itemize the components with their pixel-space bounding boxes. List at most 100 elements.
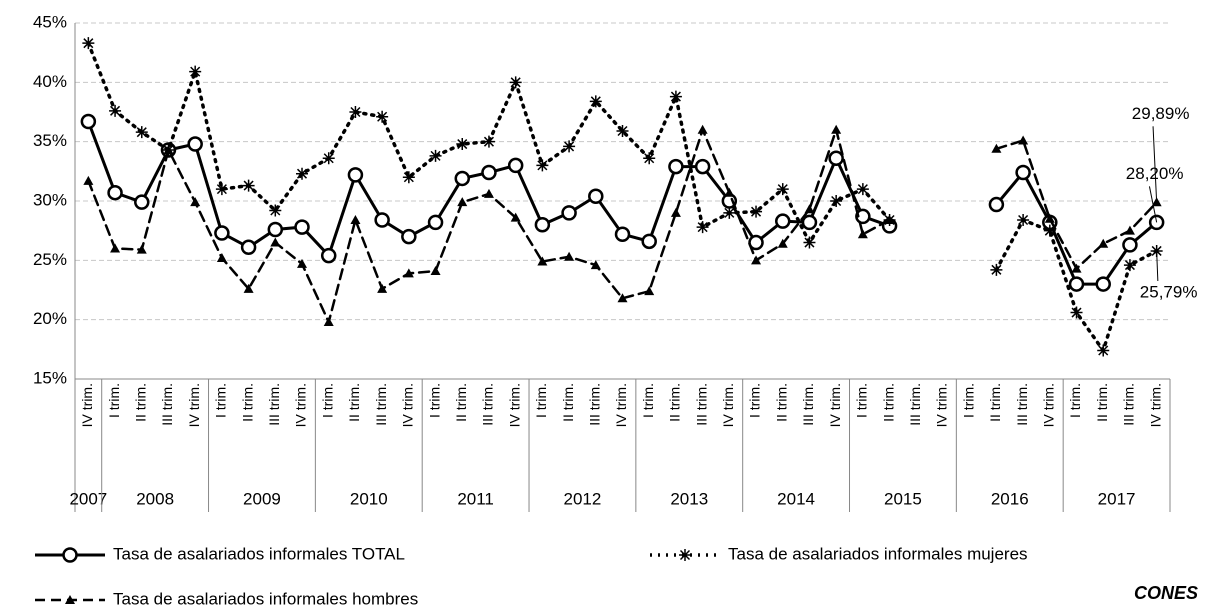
marker (187, 136, 203, 152)
x-tick-label: IV trim. (400, 383, 416, 427)
x-tick-label: II trim. (346, 383, 362, 422)
marker (564, 251, 575, 261)
marker (990, 263, 1003, 276)
x-tick-label: III trim. (159, 383, 175, 426)
marker (457, 197, 468, 207)
marker (294, 219, 310, 235)
marker (510, 212, 521, 222)
year-label: 2016 (991, 489, 1029, 508)
marker (669, 90, 682, 103)
year-label: 2010 (350, 489, 388, 508)
marker (1070, 306, 1083, 319)
x-tick-label: III trim. (480, 383, 496, 426)
marker (1071, 263, 1082, 273)
marker (243, 283, 254, 293)
marker (214, 225, 230, 241)
x-tick-label: II trim. (453, 383, 469, 422)
x-tick-label: III trim. (266, 383, 282, 426)
marker (988, 196, 1005, 213)
x-tick-label: IV trim. (934, 383, 950, 427)
legend-marker (679, 549, 691, 561)
marker (403, 268, 414, 278)
marker (884, 214, 895, 224)
y-tick-label: 15% (33, 368, 67, 387)
marker (1097, 344, 1110, 357)
marker (750, 205, 763, 218)
legend-marker (65, 595, 75, 604)
marker (377, 283, 388, 293)
marker (135, 126, 148, 139)
source: CONES (1134, 583, 1198, 603)
marker (429, 149, 442, 162)
marker (456, 138, 469, 151)
marker (991, 143, 1002, 153)
marker (297, 258, 308, 268)
x-tick-label: I trim. (319, 383, 335, 418)
marker (482, 135, 495, 148)
x-tick-label: I trim. (854, 383, 870, 418)
marker (643, 152, 656, 165)
marker (536, 159, 549, 172)
y-tick-label: 40% (33, 72, 67, 91)
marker (804, 204, 815, 214)
marker (855, 208, 871, 225)
marker (857, 229, 868, 239)
marker (801, 214, 818, 231)
marker (777, 238, 788, 248)
marker (751, 255, 762, 265)
year-label: 2011 (457, 489, 494, 508)
marker (1018, 135, 1029, 145)
marker (617, 293, 628, 303)
marker (509, 76, 522, 89)
marker (350, 214, 361, 224)
y-tick-label: 35% (33, 131, 67, 150)
marker (110, 243, 121, 253)
marker (322, 152, 335, 165)
marker (589, 95, 602, 108)
marker (831, 124, 842, 134)
x-tick-label: III trim. (1121, 383, 1137, 426)
marker (242, 179, 255, 192)
marker (697, 124, 708, 134)
x-tick-label: II trim. (667, 383, 683, 422)
marker (563, 140, 576, 153)
marker (588, 188, 604, 205)
marker (670, 207, 681, 217)
marker (80, 113, 97, 130)
marker (376, 110, 389, 123)
marker (724, 187, 735, 197)
x-tick-label: IV trim. (79, 383, 95, 427)
y-tick-label: 20% (33, 309, 67, 328)
leader-line (1152, 126, 1158, 203)
year-label: 2012 (564, 489, 602, 508)
series-line (87, 125, 891, 326)
marker (402, 171, 415, 184)
year-label: 2014 (777, 489, 815, 508)
marker (323, 317, 334, 327)
marker (534, 216, 551, 233)
marker (269, 204, 282, 217)
marker (828, 150, 844, 167)
x-tick-label: IV trim. (186, 383, 202, 427)
marker (856, 183, 869, 196)
marker (1017, 213, 1030, 226)
marker (694, 158, 711, 175)
marker (109, 104, 122, 117)
marker (1043, 224, 1056, 237)
marker (537, 256, 548, 266)
marker (349, 106, 362, 118)
year-label: 2013 (670, 489, 708, 508)
x-tick-label: III trim. (586, 383, 602, 426)
x-tick-label: III trim. (800, 383, 816, 426)
marker (267, 221, 284, 238)
marker (1098, 238, 1109, 248)
x-tick-label: I trim. (960, 383, 976, 418)
marker (481, 164, 497, 181)
marker (668, 158, 684, 175)
y-tick-label: 25% (33, 250, 67, 269)
marker (216, 252, 227, 262)
marker (723, 206, 736, 219)
marker (320, 247, 337, 264)
data-label: 25,79% (1140, 282, 1198, 301)
